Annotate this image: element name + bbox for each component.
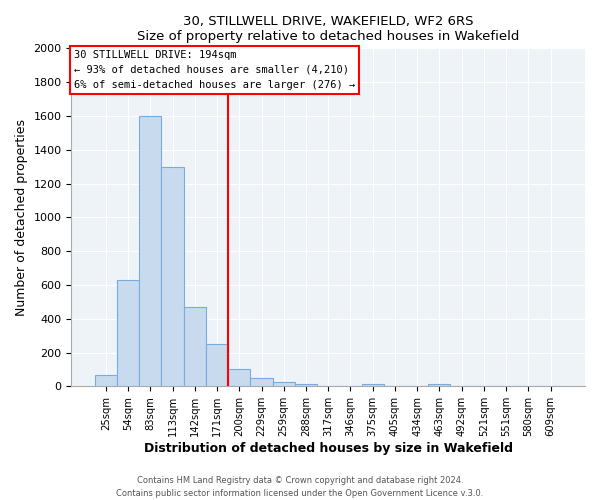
Bar [161,166,184,386]
Bar [95,376,117,386]
Bar [206,344,228,387]
Title: 30, STILLWELL DRIVE, WAKEFIELD, WF2 6RS
Size of property relative to detached ho: 30, STILLWELL DRIVE, WAKEFIELD, WF2 6RS … [137,15,520,43]
Text: 30 STILLWELL DRIVE: 194sqm
← 93% of detached houses are smaller (4,210)
6% of se: 30 STILLWELL DRIVE: 194sqm ← 93% of deta… [74,50,355,90]
Bar [428,384,451,386]
Bar [228,370,250,386]
Bar [184,307,206,386]
Bar [117,280,139,386]
Text: Contains HM Land Registry data © Crown copyright and database right 2024.
Contai: Contains HM Land Registry data © Crown c… [116,476,484,498]
Bar [139,116,161,386]
Bar [250,378,272,386]
Bar [295,384,317,386]
Bar [272,382,295,386]
X-axis label: Distribution of detached houses by size in Wakefield: Distribution of detached houses by size … [144,442,513,455]
Bar [362,384,384,386]
Y-axis label: Number of detached properties: Number of detached properties [15,119,28,316]
